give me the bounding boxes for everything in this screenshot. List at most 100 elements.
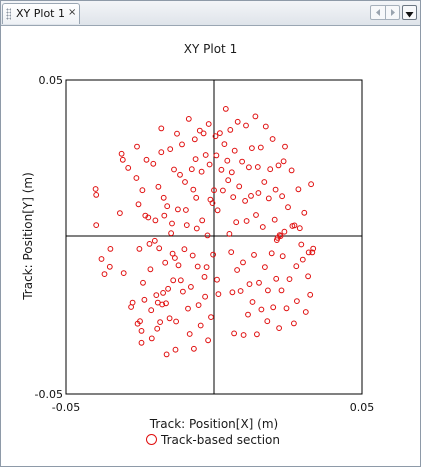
- data-point: [106, 263, 113, 270]
- data-point: [217, 130, 223, 137]
- data-point: [201, 274, 208, 280]
- data-point: [285, 204, 291, 211]
- data-point: [193, 194, 200, 201]
- data-point: [295, 186, 302, 193]
- data-point: [189, 252, 196, 259]
- data-point: [179, 141, 185, 148]
- data-point: [161, 212, 168, 219]
- data-point: [245, 311, 251, 318]
- drag-grip-icon[interactable]: [6, 8, 11, 20]
- x-tick-left: -0.05: [52, 401, 80, 414]
- data-point: [310, 245, 317, 252]
- data-point: [138, 339, 145, 346]
- data-point: [243, 218, 250, 224]
- data-point: [93, 222, 100, 229]
- data-point: [120, 270, 127, 277]
- data-point: [265, 287, 271, 294]
- data-point: [148, 335, 155, 342]
- data-point: [251, 252, 257, 258]
- data-point: [254, 331, 260, 338]
- data-point: [135, 201, 142, 208]
- data-point: [117, 210, 123, 217]
- data-point: [218, 166, 225, 173]
- data-point: [185, 116, 192, 122]
- left-arrow-icon[interactable]: [371, 6, 386, 19]
- data-point: [225, 177, 232, 184]
- tab-xy-plot-1[interactable]: XY Plot 1 ×: [2, 3, 80, 24]
- data-point: [191, 345, 197, 352]
- tab-label: XY Plot 1: [16, 7, 65, 20]
- data-point: [268, 250, 275, 257]
- data-point: [246, 281, 253, 288]
- data-point: [227, 126, 234, 133]
- data-point: [206, 161, 213, 168]
- data-point: [200, 130, 207, 137]
- data-point: [166, 315, 173, 322]
- data-point: [288, 167, 295, 174]
- data-point: [267, 166, 274, 173]
- data-point: [157, 319, 164, 326]
- tab-bar: XY Plot 1 ×: [1, 1, 420, 26]
- data-point: [136, 246, 143, 252]
- data-point: [229, 289, 236, 296]
- chart-title: XY Plot 1: [183, 42, 238, 56]
- data-point: [186, 331, 193, 337]
- data-point: [205, 121, 212, 127]
- data-point: [101, 271, 108, 278]
- data-point: [188, 166, 195, 173]
- data-point: [246, 164, 252, 171]
- data-point: [239, 158, 246, 165]
- data-point: [270, 304, 277, 311]
- dropdown-icon[interactable]: [402, 5, 417, 20]
- data-point: [257, 144, 264, 151]
- plot-area-panel: [1, 26, 420, 466]
- data-point: [118, 150, 125, 157]
- data-point: [254, 164, 261, 170]
- data-point: [222, 106, 229, 112]
- data-point: [173, 318, 180, 325]
- data-point: [272, 186, 279, 193]
- data-point: [172, 346, 179, 353]
- data-point: [160, 194, 167, 201]
- y-tick-top: 0.05: [39, 74, 64, 87]
- data-point: [165, 285, 172, 292]
- data-point: [280, 158, 287, 165]
- data-point: [215, 291, 222, 298]
- data-point: [221, 141, 228, 148]
- data-point: [170, 277, 177, 284]
- data-point: [129, 299, 136, 306]
- data-point: [169, 220, 175, 227]
- legend-marker-icon: [146, 434, 157, 445]
- data-point: [163, 300, 169, 307]
- data-point: [163, 351, 170, 358]
- data-point: [150, 160, 157, 167]
- data-point: [276, 232, 283, 239]
- data-point: [253, 212, 259, 218]
- right-arrow-icon[interactable]: [386, 6, 400, 19]
- data-point: [242, 198, 249, 204]
- data-point: [169, 250, 176, 257]
- data-point: [197, 322, 204, 329]
- data-point: [191, 136, 198, 143]
- data-point: [278, 287, 285, 294]
- data-point: [214, 207, 221, 214]
- data-point: [228, 169, 235, 176]
- data-point: [233, 219, 240, 226]
- data-point: [213, 152, 220, 159]
- data-point: [180, 288, 186, 295]
- data-point: [137, 318, 143, 325]
- close-icon[interactable]: ×: [68, 7, 77, 18]
- data-point: [158, 149, 165, 156]
- data-point: [168, 230, 175, 237]
- data-point: [262, 123, 269, 130]
- data-point: [281, 228, 288, 235]
- data-point: [249, 299, 256, 305]
- data-point: [138, 328, 145, 334]
- data-point: [198, 168, 205, 175]
- data-point: [182, 179, 188, 185]
- data-point: [159, 301, 166, 308]
- data-point: [256, 279, 262, 286]
- data-point: [154, 325, 161, 332]
- data-point: [211, 187, 217, 194]
- data-point: [291, 222, 298, 229]
